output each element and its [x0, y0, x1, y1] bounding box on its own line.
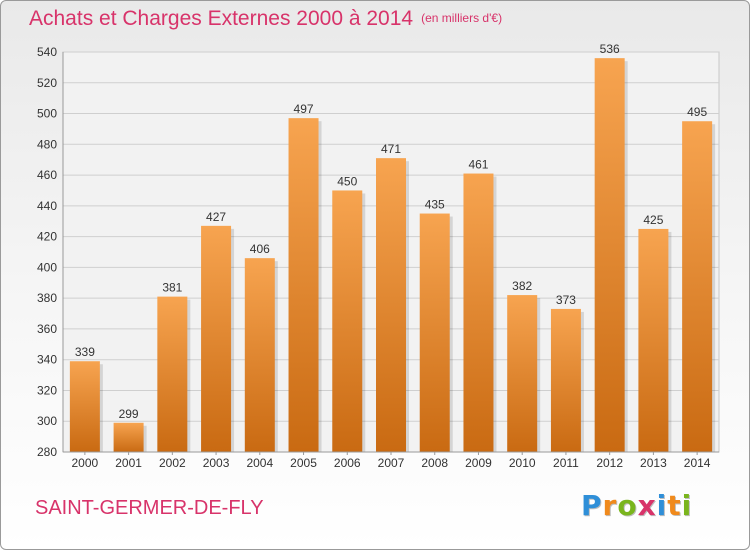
- bar: [419, 213, 450, 452]
- bar: [376, 158, 406, 452]
- bar-value-label: 435: [425, 198, 445, 212]
- bar-value-label: 450: [337, 174, 357, 188]
- bar-value-label: 299: [119, 407, 139, 421]
- bar: [244, 258, 275, 452]
- logo-letter: o: [617, 489, 638, 522]
- bar-value-label: 471: [381, 142, 401, 156]
- chart-title: Achats et Charges Externes 2000 à 2014 (e…: [29, 7, 502, 31]
- bar: [638, 228, 669, 452]
- bar: [69, 361, 100, 452]
- bar-value-label: 339: [75, 345, 95, 359]
- x-tick-label: 2010: [509, 456, 536, 470]
- bar-value-label: 497: [294, 102, 314, 116]
- logo-letter: t: [667, 489, 682, 522]
- y-tick-label: 360: [37, 322, 57, 336]
- y-tick-label: 280: [37, 445, 57, 459]
- bar: [463, 173, 494, 453]
- y-tick-label: 300: [37, 414, 57, 428]
- proxiti-logo: Proxiti: [581, 489, 692, 522]
- y-tick-label: 460: [37, 168, 57, 182]
- y-tick-label: 500: [37, 107, 57, 121]
- bar-value-label: 425: [643, 213, 663, 227]
- x-tick-label: 2012: [596, 456, 623, 470]
- x-tick-label: 2011: [553, 456, 579, 470]
- x-tick-label: 2005: [290, 456, 317, 470]
- y-tick-label: 320: [37, 383, 57, 397]
- location-label: SAINT-GERMER-DE-FLY: [35, 497, 264, 519]
- bar: [288, 118, 319, 453]
- x-tick-label: 2007: [378, 456, 405, 470]
- logo-letter: i: [656, 489, 668, 522]
- logo-letter: r: [602, 489, 618, 522]
- bar: [332, 190, 363, 452]
- bar-value-label: 382: [512, 279, 532, 293]
- chart-title-text: Achats et Charges Externes 2000 à 2014: [29, 7, 414, 30]
- chart-subtitle: (en milliers d'€): [421, 11, 503, 25]
- x-tick-label: 2014: [684, 456, 711, 470]
- bar: [507, 295, 538, 452]
- y-tick-label: 380: [37, 291, 57, 305]
- x-tick-label: 2009: [465, 456, 492, 470]
- x-tick-label: 2000: [72, 456, 99, 470]
- bar-value-label: 427: [206, 210, 226, 224]
- bar: [201, 225, 232, 452]
- logo-letter: x: [637, 489, 657, 522]
- y-tick-label: 540: [37, 45, 57, 59]
- logo-letter: i: [681, 489, 693, 522]
- y-tick-label: 340: [37, 353, 57, 367]
- y-tick-label: 420: [37, 230, 57, 244]
- bar: [594, 58, 625, 453]
- bar-value-label: 381: [162, 281, 182, 295]
- y-tick-label: 400: [37, 260, 57, 274]
- logo-letter: P: [581, 489, 603, 522]
- bar: [550, 308, 581, 452]
- y-tick-label: 480: [37, 137, 57, 151]
- x-tick-label: 2006: [334, 456, 361, 470]
- bar: [113, 422, 144, 452]
- x-tick-label: 2013: [640, 456, 667, 470]
- bar-value-label: 406: [250, 242, 270, 256]
- y-tick-label: 520: [37, 76, 57, 90]
- bar-value-label: 461: [468, 158, 488, 172]
- x-tick-label: 2002: [159, 456, 186, 470]
- x-tick-label: 2003: [203, 456, 230, 470]
- x-tick-label: 2001: [115, 456, 142, 470]
- y-tick-label: 440: [37, 199, 57, 213]
- bar-value-label: 536: [600, 42, 620, 56]
- bar: [682, 121, 713, 452]
- x-tick-label: 2004: [246, 456, 273, 470]
- bar-value-label: 373: [556, 293, 576, 307]
- bar-value-label: 495: [687, 105, 707, 119]
- x-tick-label: 2008: [421, 456, 448, 470]
- bar: [157, 296, 188, 452]
